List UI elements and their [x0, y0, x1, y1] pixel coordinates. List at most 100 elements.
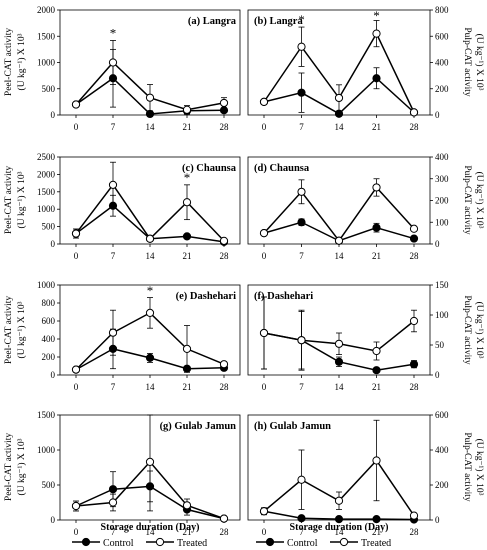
legend-left-control-marker: [81, 537, 91, 547]
point-h-treated-2: [334, 496, 344, 505]
panel-title-c: (c) Chaunsa: [182, 163, 237, 174]
panel-f: (f) Dashehari 0 50 100 150 0 7 14 21 28: [254, 280, 449, 392]
panel-g: (g) Gulab Jamun 0 500 1000 1500 0 7 14 21 28: [37, 410, 236, 537]
y-axis-labels: Peel-CAT activity (U kg⁻¹) X 10³ Pulp-CA…: [4, 27, 485, 501]
x-tick-label-e-2: 14: [146, 382, 156, 392]
point-e-control-2: [145, 353, 155, 362]
y-tick-label-b-2: 400: [435, 58, 449, 68]
x-tick-label-h-2: 14: [335, 527, 345, 537]
point-g-treated-1: [108, 498, 118, 507]
point-g-treated-2: [145, 457, 155, 466]
point-c-treated-3: [182, 198, 192, 207]
y-tick-label-b-0: 0: [435, 110, 440, 120]
significance-asterisk-b-0: *: [298, 12, 305, 27]
x-tick-label-b-0: 0: [262, 122, 267, 132]
point-a-treated-1: [108, 58, 118, 67]
point-b-treated-1: [297, 42, 306, 51]
panel-title-f: (f) Dashehari: [254, 291, 313, 302]
point-f-treated-1: [297, 336, 306, 345]
y-tick-label-f-0: 0: [435, 370, 440, 380]
point-b-treated-2: [334, 93, 344, 103]
y-tick-label-c-5: 2500: [37, 152, 56, 162]
panel-e: (e) Dashehari 0 200 400 600 800 1000 0 7 14 21 28 *: [37, 280, 236, 392]
significance-asterisk-b-1: *: [373, 8, 380, 23]
panel-title-d: (d) Chaunsa: [254, 163, 310, 174]
x-tick-label-g-3: 21: [183, 527, 192, 537]
y-tick-label-d-3: 300: [435, 174, 449, 184]
point-d-treated-2: [334, 236, 344, 245]
y-tick-label-g-1: 500: [42, 480, 56, 490]
legend-left: Control Treated: [72, 537, 207, 549]
x-tick-label-a-1: 7: [111, 122, 116, 132]
y-label-d-line1: Pulp-CAT activity: [462, 165, 472, 234]
y-label-a-line1: Peel-CAT activity: [4, 28, 14, 96]
legend-right-treated-label: Treated: [361, 538, 391, 549]
y-tick-label-b-3: 600: [435, 31, 449, 41]
point-a-treated-4: [219, 98, 229, 108]
significance-asterisk-a-0: *: [110, 25, 117, 40]
y-label-c-line2: (U kg⁻¹) X 10³: [16, 171, 27, 228]
panel-a: (a) Langra 0 500 1000 1500 2000 0 7 14 21 28 *: [37, 5, 237, 132]
x-tick-label-e-0: 0: [74, 382, 79, 392]
point-d-treated-4: [409, 224, 419, 233]
y-label-b-line2: (U kg⁻¹) X 10³: [474, 34, 485, 91]
point-d-treated-1: [297, 187, 306, 196]
x-tick-label-h-3: 21: [372, 527, 381, 537]
x-tick-label-h-4: 28: [410, 527, 420, 537]
x-tick-label-d-0: 0: [262, 251, 267, 261]
y-tick-label-c-4: 2000: [37, 169, 56, 179]
point-h-treated-3: [372, 456, 381, 465]
x-tick-label-b-3: 21: [372, 122, 381, 132]
y-tick-label-a-1: 500: [42, 84, 56, 94]
point-e-treated-3: [182, 344, 192, 353]
point-h-treated-0: [259, 507, 269, 516]
panel-b: (b) Langra 0 200 400 600 800 0 7 14 21 28 * *: [254, 5, 449, 132]
y-tick-label-e-0: 0: [51, 370, 56, 380]
y-tick-label-g-0: 0: [51, 515, 56, 525]
y-tick-label-a-2: 1000: [37, 58, 56, 68]
y-tick-label-c-3: 1500: [37, 187, 56, 197]
point-h-control-3: [372, 515, 381, 524]
x-tick-label-c-4: 28: [220, 251, 230, 261]
y-tick-label-e-3: 600: [42, 316, 56, 326]
y-label-a-line2: (U kg⁻¹) X 10³: [16, 33, 27, 90]
x-tick-label-h-0: 0: [262, 527, 267, 537]
series-line-c-treated: [75, 183, 225, 242]
x-tick-label-a-2: 14: [146, 122, 156, 132]
y-tick-label-e-4: 800: [42, 298, 56, 308]
x-tick-label-h-1: 7: [299, 527, 304, 537]
point-h-control-2: [334, 515, 344, 524]
legend-right-control-label: Control: [287, 538, 318, 549]
y-tick-label-a-4: 2000: [37, 5, 56, 15]
point-a-treated-3: [182, 105, 192, 114]
x-tick-label-f-0: 0: [262, 382, 267, 392]
panel-title-b: (b) Langra: [254, 16, 303, 27]
point-d-treated-0: [259, 229, 269, 238]
x-tick-label-e-1: 7: [111, 382, 116, 392]
x-tick-label-b-4: 28: [410, 122, 420, 132]
x-tick-label-b-2: 14: [335, 122, 345, 132]
point-f-treated-2: [334, 339, 344, 348]
significance-asterisk-c-0: *: [184, 170, 191, 185]
point-e-treated-1: [108, 328, 118, 337]
legend-left-treated-marker: [155, 537, 165, 547]
x-tick-label-d-2: 14: [335, 251, 345, 261]
point-b-treated-4: [409, 108, 419, 117]
y-tick-label-d-2: 200: [435, 196, 449, 206]
point-h-treated-4: [409, 511, 419, 520]
point-g-treated-4: [219, 514, 229, 523]
legend-left-control-label: Control: [103, 538, 134, 549]
y-tick-label-d-4: 400: [435, 152, 449, 162]
y-tick-label-h-0: 0: [435, 515, 440, 525]
y-tick-label-a-0: 0: [51, 110, 56, 120]
x-tick-label-c-3: 21: [183, 251, 192, 261]
point-d-control-1: [297, 218, 306, 227]
panel-frames: [59, 9, 431, 521]
point-d-control-3: [372, 223, 381, 232]
y-tick-label-a-3: 1500: [37, 31, 56, 41]
y-tick-label-g-3: 1500: [37, 410, 56, 420]
x-tick-label-f-4: 28: [410, 382, 420, 392]
y-tick-label-d-0: 0: [435, 239, 440, 249]
